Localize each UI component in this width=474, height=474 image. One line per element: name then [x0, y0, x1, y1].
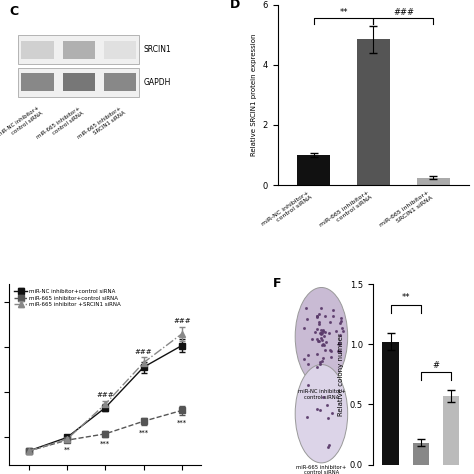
- Bar: [297, 155, 330, 185]
- Bar: [18, 68, 139, 97]
- Text: C: C: [9, 5, 18, 18]
- Text: ***: ***: [100, 441, 110, 447]
- Bar: [443, 396, 459, 465]
- Y-axis label: Relative SRCIN1 protein expression: Relative SRCIN1 protein expression: [251, 34, 257, 156]
- Text: miR-665 inhibitor+
control siRNA: miR-665 inhibitor+ control siRNA: [296, 465, 346, 474]
- Bar: [18, 36, 139, 64]
- Text: miR-NC inhibitor+
control siRNA: miR-NC inhibitor+ control siRNA: [0, 106, 44, 143]
- Text: miR-665 inhibitor+
SRCIN1 siRNA: miR-665 inhibitor+ SRCIN1 siRNA: [77, 106, 126, 145]
- Text: F: F: [273, 277, 282, 290]
- Bar: [63, 41, 95, 59]
- Y-axis label: Relative colony number: Relative colony number: [338, 333, 344, 416]
- Legend: miR-NC inhibitor+control siRNA, miR-665 inhibitor+control siRNA, miR-665 inhibit: miR-NC inhibitor+control siRNA, miR-665 …: [12, 287, 123, 309]
- Text: **: **: [401, 293, 410, 302]
- Text: **: **: [339, 8, 348, 17]
- Text: ###: ###: [393, 8, 414, 17]
- Text: ###: ###: [135, 348, 153, 355]
- Bar: [412, 443, 429, 465]
- Text: ###: ###: [173, 318, 191, 324]
- Text: ***: ***: [138, 429, 149, 435]
- Text: D: D: [230, 0, 240, 10]
- Circle shape: [295, 365, 348, 463]
- Text: miR-NC inhibitor+
control siRNA: miR-NC inhibitor+ control siRNA: [298, 389, 346, 400]
- Text: miR-665 inhibitor+
control siRNA: miR-665 inhibitor+ control siRNA: [36, 106, 85, 145]
- Text: **: **: [64, 447, 70, 453]
- Text: GAPDH: GAPDH: [144, 78, 171, 87]
- Bar: [63, 73, 95, 91]
- Bar: [21, 73, 54, 91]
- Text: #: #: [432, 361, 439, 370]
- Bar: [417, 178, 450, 185]
- Bar: [357, 39, 390, 185]
- Text: SRCIN1: SRCIN1: [144, 46, 171, 55]
- Bar: [104, 73, 136, 91]
- Bar: [104, 41, 136, 59]
- Text: ***: ***: [177, 419, 187, 426]
- Bar: [21, 41, 54, 59]
- Circle shape: [295, 288, 348, 386]
- Bar: [383, 342, 399, 465]
- Text: ###: ###: [96, 392, 114, 398]
